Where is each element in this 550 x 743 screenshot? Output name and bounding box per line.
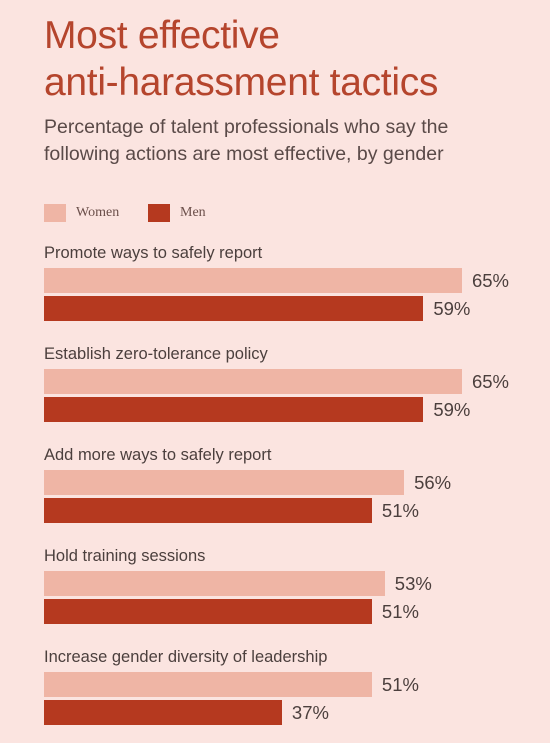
bar-men [44,700,282,725]
value-label-men: 59% [433,399,471,420]
category-label: Establish zero-tolerance policy [44,345,268,363]
legend-label-men: Men [180,205,206,220]
bar-men [44,296,424,321]
value-label-women: 51% [381,674,419,695]
chart-title-line-1: Most effective [44,14,280,57]
value-label-men: 59% [433,298,471,319]
value-label-men: 51% [381,500,419,521]
category-label: Increase gender diversity of leadership [44,648,328,666]
value-label-women: 65% [471,371,509,392]
chart-title-line-2: anti-harassment tactics [44,61,439,104]
value-label-women: 56% [414,472,452,493]
category-label: Hold training sessions [44,547,206,565]
value-label-women: 53% [394,573,432,594]
chart-title: Most effective anti-harassment tactics [44,12,544,106]
legend-swatch-men [148,204,170,222]
chart-subtitle-line-2: following actions are most effective, by… [44,143,444,165]
bar-women [44,369,462,394]
legend-swatch-women [44,204,66,222]
bar-women [44,268,462,293]
bar-men [44,498,372,523]
value-label-men: 51% [381,601,419,622]
chart-subtitle: Percentage of talent professionals who s… [44,114,544,168]
chart-subtitle-line-1: Percentage of talent professionals who s… [44,116,449,138]
value-label-women: 65% [471,270,509,291]
value-label-men: 37% [291,702,329,723]
bar-women [44,470,405,495]
bar-women [44,571,385,596]
category-label: Promote ways to safely report [44,244,263,262]
category-label: Add more ways to safely report [44,446,272,464]
legend-label-women: Women [76,205,120,220]
bar-men [44,599,372,624]
bar-women [44,672,372,697]
bar-men [44,397,424,422]
